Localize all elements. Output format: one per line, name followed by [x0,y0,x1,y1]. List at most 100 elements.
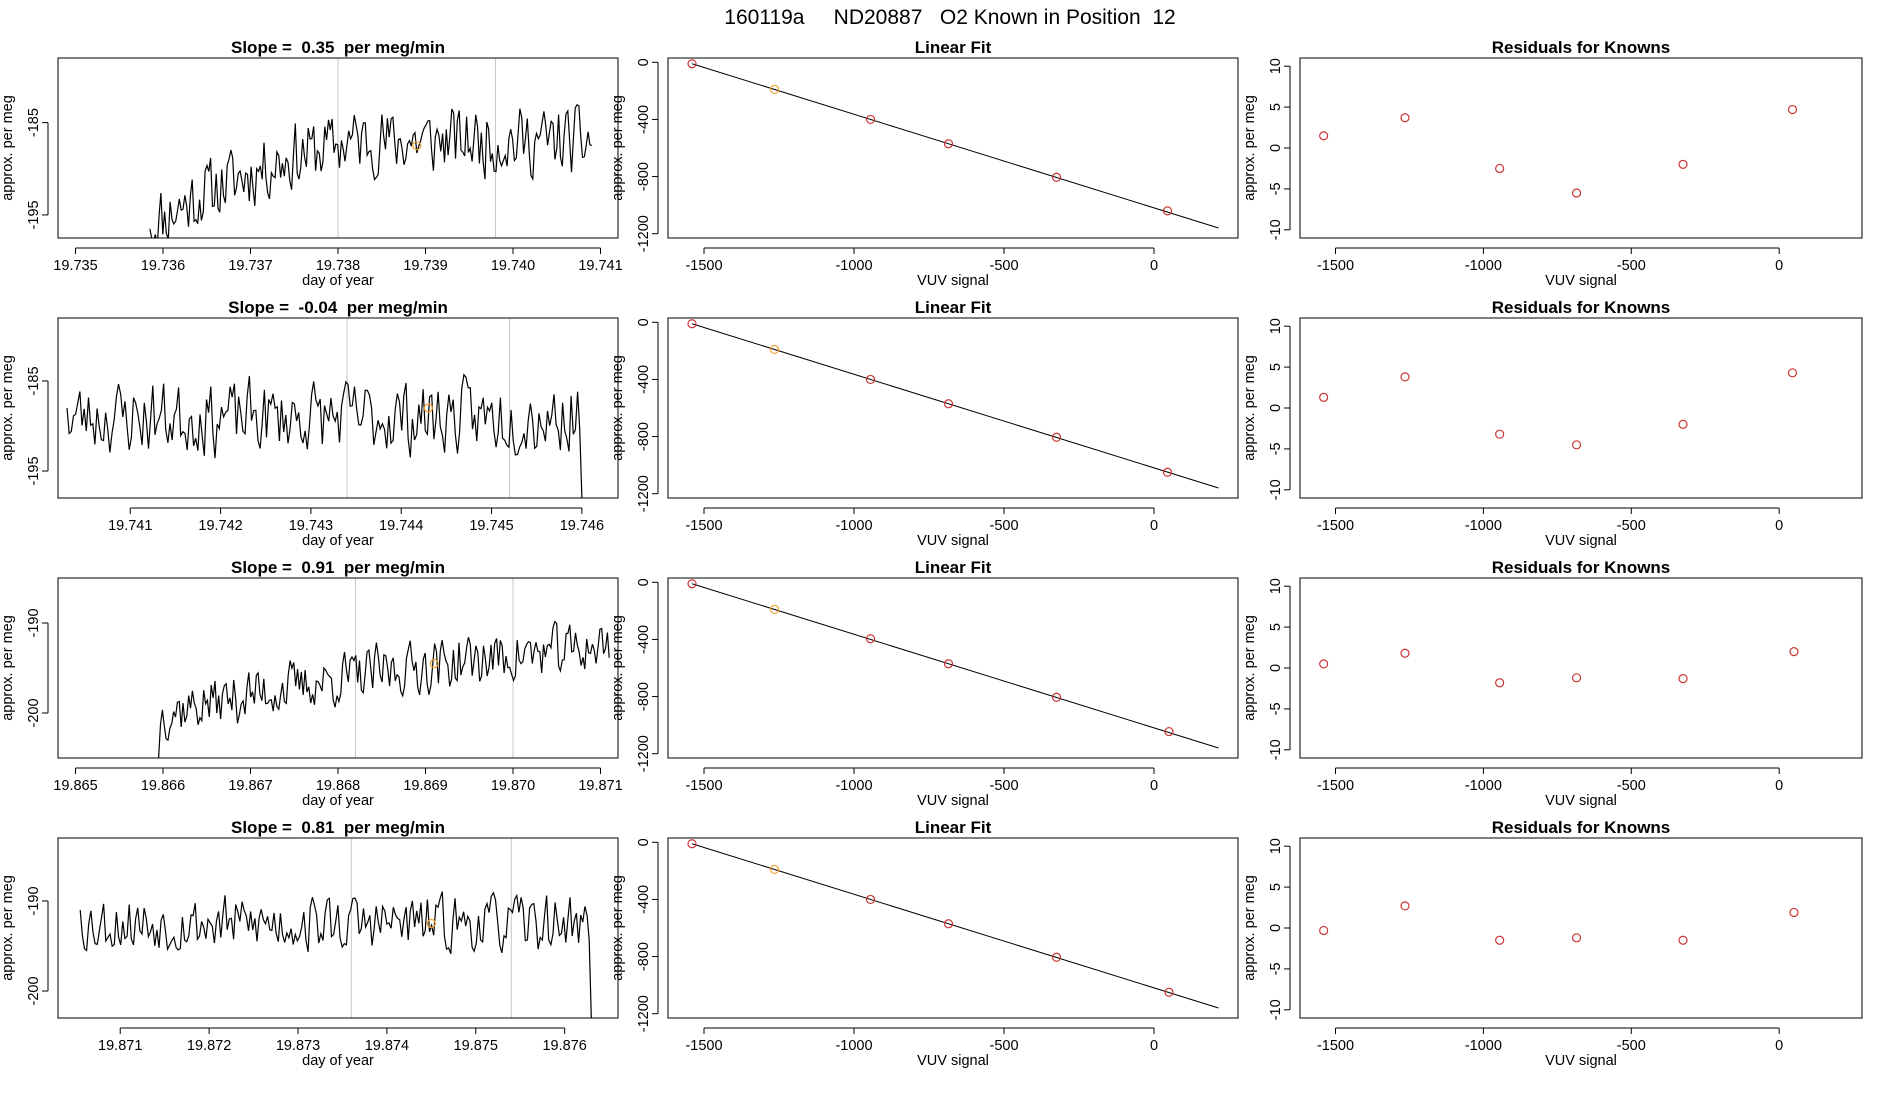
x-tick-label: 19.871 [98,1038,142,1054]
plot-frame [1299,837,1863,1019]
x-tick-label: 0 [1150,258,1158,274]
y-axis-label: approx. per meg [1242,875,1258,981]
x-tick-label: -1000 [835,778,872,794]
y-tick-label: -10 [1268,999,1284,1020]
x-tick-label: 19.872 [187,1038,231,1054]
x-axis-label: day of year [302,273,374,289]
plot-area [1319,647,1799,688]
panel-title: Slope = 0.91 per meg/min [231,558,445,577]
panel-3-1: Slope = 0.91 per meg/min 19.865 19.866 19.8… [0,558,623,809]
plot-frame [667,577,1239,759]
x-tick-label: 19.871 [578,778,622,794]
data-point [1495,163,1505,174]
x-tick-label: 19.870 [491,778,535,794]
x-tick-label: 0 [1150,1038,1158,1054]
x-tick-label: -500 [1617,778,1646,794]
y-tick-label: -800 [636,942,652,971]
data-point [687,59,697,69]
y-tick-label: -200 [26,698,42,727]
data-point [1495,429,1505,439]
x-tick-label: -1500 [685,518,722,534]
data-trace [66,373,583,498]
panel-2-2: Linear Fit -1500 -1000 -500 0 VUV signal 0 -400… [610,298,1239,549]
x-axis-label: VUV signal [1545,273,1617,289]
panel-1-2: Linear Fit -1500 -1000 -500 0 VUV signal 0 -400… [610,38,1239,289]
x-tick-label: 19.867 [228,778,272,794]
data-point [1571,440,1582,450]
data-point [1495,935,1505,945]
data-point [1678,159,1688,169]
x-tick-label: -500 [1617,1038,1646,1054]
data-point [1051,172,1062,182]
data-point [1319,131,1329,141]
y-tick-label: -10 [1268,479,1284,500]
panel-2-1: Slope = -0.04 per meg/min 19.741 19.742 19.… [0,298,619,549]
y-tick-label: -185 [26,366,42,395]
panel-title: Slope = 0.35 per meg/min [231,38,445,57]
plot-frame [1299,317,1863,499]
plot-frame [667,837,1239,1019]
panel-3-3: Residuals for Knowns -1500 -1000 -500 0 VUV s… [1242,558,1863,809]
y-tick-label: -800 [636,422,652,451]
panel-3-2: Linear Fit -1500 -1000 -500 0 VUV signal 0 -400… [610,558,1239,809]
figure-title: 160119a ND20887 O2 Known in Position 12 [724,6,1175,29]
fit-line [691,583,1219,749]
y-tick-label: -190 [26,608,42,637]
data-point [943,659,954,669]
plot-area [158,578,610,758]
plot-frame [667,57,1239,239]
data-point [1164,726,1174,737]
data-point [769,84,780,95]
y-tick-label: 5 [1268,363,1284,371]
data-point [1051,432,1062,442]
x-tick-label: -500 [989,518,1018,534]
y-tick-label: -185 [26,108,42,137]
panel-title: Residuals for Knowns [1492,558,1671,577]
data-point [943,399,954,409]
y-tick-label: -400 [636,365,652,394]
data-point [1319,392,1329,402]
x-tick-label: 19.746 [560,518,604,534]
y-axis-label: approx. per meg [0,355,16,461]
x-tick-label: 19.869 [403,778,447,794]
y-axis-label: approx. per meg [610,615,626,721]
data-trace [149,103,593,238]
panel-title: Linear Fit [915,38,992,57]
panel-1-1: Slope = 0.35 per meg/min 19.735 19.736 19.7… [0,38,623,289]
y-tick-label: -400 [636,105,652,134]
y-tick-label: -1200 [636,735,652,772]
y-tick-label: -190 [26,886,42,915]
x-tick-label: 0 [1150,518,1158,534]
x-tick-label: 19.739 [403,258,447,274]
x-tick-label: 19.743 [289,518,333,534]
y-tick-label: 0 [1268,144,1284,152]
highlight-point [412,141,422,151]
y-tick-label: -5 [1268,442,1284,455]
x-tick-label: 19.866 [141,778,185,794]
plot-area [66,318,583,498]
panel-4-3: Residuals for Knowns -1500 -1000 -500 0 VUV s… [1242,818,1863,1069]
y-tick-label: -1200 [636,475,652,512]
data-point [1678,935,1688,945]
x-tick-label: -1500 [1317,778,1354,794]
data-point [1571,673,1582,683]
data-point [1789,907,1799,918]
x-tick-label: -1000 [1465,518,1502,534]
plot-frame [57,317,619,499]
y-tick-label: 0 [1268,924,1284,932]
x-axis-label: VUV signal [1545,533,1617,549]
data-point [865,114,876,125]
panel-title: Linear Fit [915,818,992,837]
data-point [769,344,780,355]
x-tick-label: 19.876 [542,1038,586,1054]
plot-frame [667,317,1239,499]
y-tick-label: 5 [1268,883,1284,891]
y-tick-label: -1200 [636,995,652,1032]
y-axis-label: approx. per meg [1242,95,1258,201]
data-point [1787,368,1798,378]
y-tick-label: -10 [1268,739,1284,760]
plot-area [687,319,1219,489]
plot-area [149,58,593,238]
x-tick-label: 19.741 [108,518,152,534]
data-point [1678,419,1688,429]
